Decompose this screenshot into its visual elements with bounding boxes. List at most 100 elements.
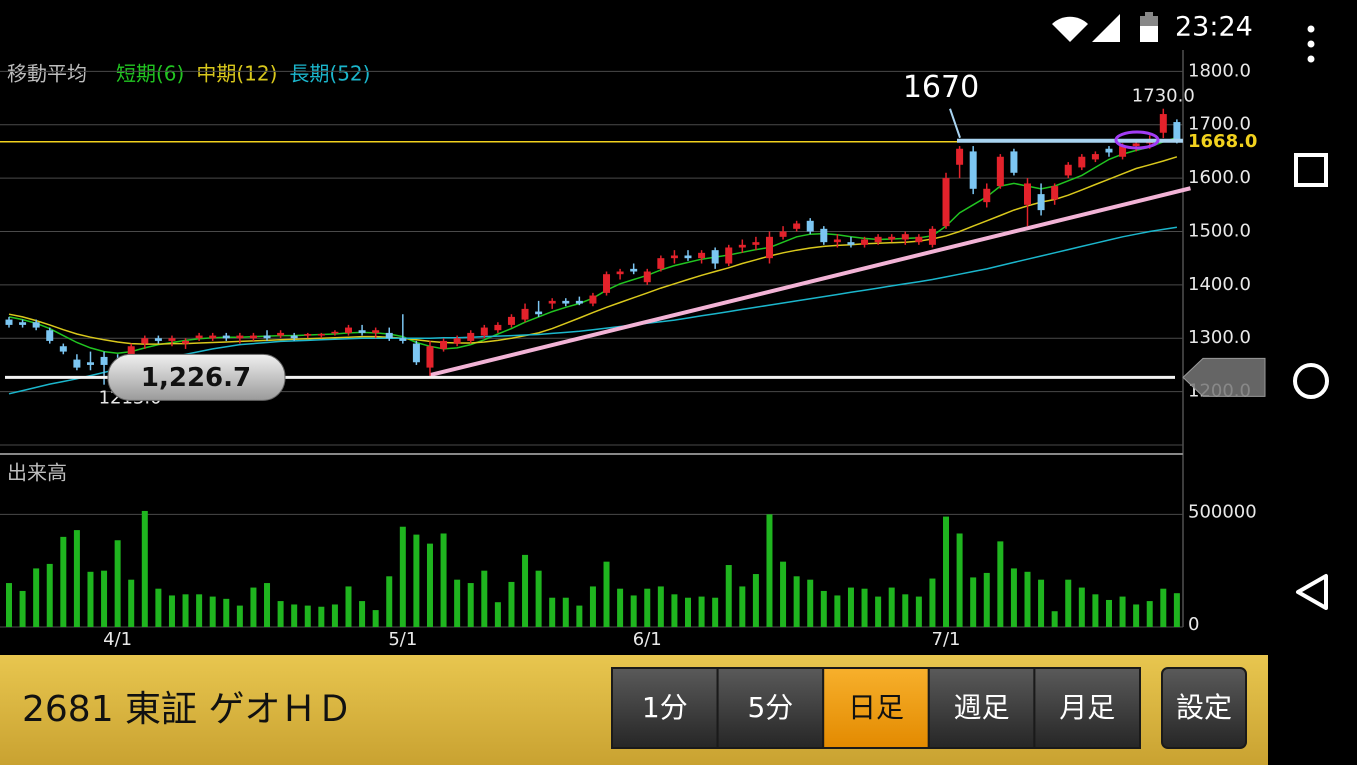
legend-entry: 短期(6) [116, 62, 184, 86]
candle-body [1078, 156, 1086, 168]
volume-bar [685, 597, 691, 627]
volume-bar [494, 602, 501, 627]
candle-body [942, 178, 950, 227]
candle-body [535, 311, 543, 315]
volume-bar [73, 530, 80, 627]
volume-bar [359, 601, 366, 627]
candle-body [372, 330, 380, 333]
candle-body [847, 242, 855, 245]
volume-bar [522, 554, 529, 627]
volume-bar [861, 588, 868, 627]
candle-body [358, 330, 366, 333]
period-button[interactable] [716, 667, 825, 749]
volume-bar [155, 588, 162, 627]
candle-body [915, 236, 923, 243]
period-button[interactable] [927, 667, 1036, 749]
menu-dot[interactable] [1307, 40, 1315, 48]
candle-body [317, 333, 325, 336]
volume-bar [739, 586, 746, 627]
y-tick-label: 1300.0 [1188, 327, 1251, 348]
volume-bar [630, 595, 637, 627]
legend-entry: 長期(52) [289, 62, 370, 86]
candle-body [630, 268, 638, 272]
period-label[interactable]: 日足 [848, 691, 904, 724]
volume-bar [1160, 588, 1167, 627]
candle-body [996, 156, 1004, 187]
candle-body [168, 338, 176, 341]
candle-body [833, 239, 841, 243]
back-button[interactable] [1296, 574, 1328, 610]
candle-body [1159, 114, 1167, 133]
volume-bar [46, 563, 53, 627]
volume-bar [223, 598, 230, 627]
stock-name: 2681 東証 ゲオＨＤ [22, 689, 353, 730]
candle-body [399, 338, 407, 341]
volume-bar [426, 543, 433, 627]
volume-bar [644, 588, 651, 627]
crosshair-badge [107, 353, 286, 401]
candle-body [127, 346, 135, 360]
volume-bar [956, 533, 963, 627]
volume-bar [440, 533, 447, 627]
status-bar: 23:24 [1052, 12, 1253, 43]
period-label[interactable]: 月足 [1059, 691, 1115, 724]
settings-label[interactable]: 設定 [1176, 691, 1232, 724]
candle-body [752, 242, 760, 245]
volume-bar [250, 587, 257, 627]
period-label[interactable]: 5分 [747, 691, 793, 724]
candle-body [154, 338, 162, 341]
recents-button[interactable] [1294, 153, 1328, 187]
volume-bar [576, 605, 583, 627]
period-button[interactable] [822, 667, 930, 749]
volume-bar [970, 577, 977, 627]
volume-bar [549, 597, 556, 627]
volume-bar [304, 605, 311, 627]
menu-dot[interactable] [1307, 55, 1315, 63]
volume-bar [1173, 593, 1180, 627]
period-label[interactable]: 週足 [954, 691, 1010, 724]
candle-body [182, 340, 190, 344]
nav-bar [1293, 25, 1329, 610]
candle-body [603, 274, 611, 293]
candle-body [1051, 186, 1059, 200]
volume-bar [671, 594, 678, 627]
candle-body [670, 255, 678, 259]
candle-body [73, 359, 81, 368]
candle-body [385, 332, 393, 339]
volume-bar [196, 594, 203, 627]
candle-body [236, 335, 244, 339]
volume-bar [128, 579, 135, 627]
volume-bar [481, 570, 488, 627]
plot: 短期(6)中期(12)長期(52)1200.01300.01400.01500.… [0, 60, 1266, 650]
y-tick-label: 1600.0 [1188, 167, 1251, 188]
volume-bar [399, 526, 406, 627]
candle-body [684, 255, 692, 259]
period-button[interactable] [1033, 667, 1142, 749]
legend-entry: 中期(12) [196, 62, 277, 86]
candle-body [956, 148, 964, 165]
settings-button[interactable] [1161, 667, 1247, 749]
y-tick-label: 1500.0 [1188, 220, 1251, 241]
candle-body [888, 236, 896, 240]
volume-bar [875, 596, 882, 627]
period-label[interactable]: 1分 [642, 691, 688, 724]
battery-level [1140, 26, 1158, 42]
volume-bar [508, 581, 515, 627]
volume-bar [915, 596, 922, 627]
y-tick-label: 1800.0 [1188, 60, 1251, 81]
volume-bar [943, 516, 950, 627]
candle-body [345, 327, 352, 333]
home-button[interactable] [1293, 363, 1329, 399]
menu-dot[interactable] [1307, 25, 1315, 33]
high-label: 1730.0 [1132, 86, 1195, 107]
candle-body [100, 356, 108, 365]
x-tick-label: 6/1 [633, 629, 662, 650]
x-tick-label: 7/1 [932, 629, 961, 650]
volume-bar [114, 540, 121, 627]
candle-body [440, 340, 448, 349]
candle-body [779, 231, 787, 237]
y-tick-label: 500000 [1188, 501, 1257, 522]
battery-tip [1145, 12, 1153, 16]
candle-body [793, 223, 801, 229]
